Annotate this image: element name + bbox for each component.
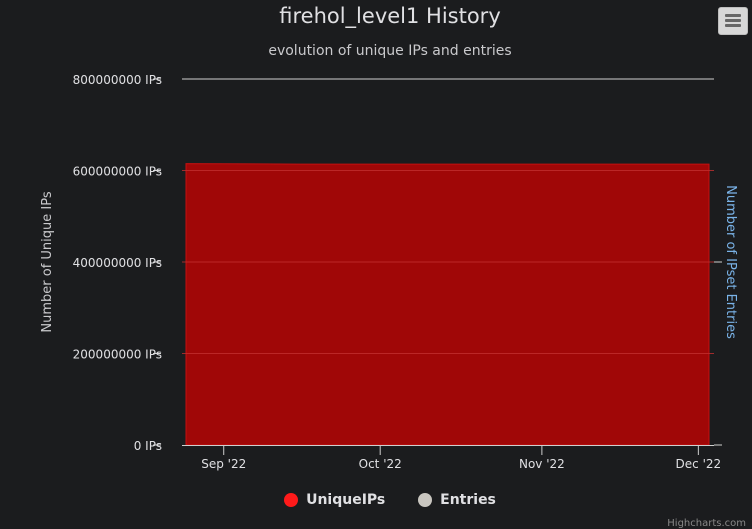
x-tick-label: Dec '22 bbox=[676, 457, 722, 471]
series-area-uniqueips bbox=[185, 163, 710, 446]
chart-subtitle: evolution of unique IPs and entries bbox=[268, 43, 512, 59]
y-tick-label: 200000000 IPs bbox=[73, 348, 162, 362]
x-tick-label: Sep '22 bbox=[201, 457, 246, 471]
legend-item-entries[interactable]: Entries bbox=[418, 492, 496, 508]
legend-item-uniqueips[interactable]: UniqueIPs bbox=[284, 492, 385, 508]
x-tick-label: Oct '22 bbox=[359, 457, 402, 471]
legend-label-uniqueips: UniqueIPs bbox=[306, 492, 386, 508]
y-axis-title-right: Number of IPset Entries bbox=[723, 185, 738, 339]
y-tick-label: 0 IPs bbox=[134, 439, 162, 453]
chart-title: firehol_level1 History bbox=[279, 4, 501, 28]
x-tick-label: Nov '22 bbox=[519, 457, 565, 471]
y-tick-label: 600000000 IPs bbox=[73, 165, 162, 179]
credits-link[interactable]: Highcharts.com bbox=[667, 518, 746, 529]
context-menu-button[interactable] bbox=[718, 7, 748, 35]
menu-icon bbox=[725, 14, 741, 17]
menu-icon-line bbox=[725, 24, 741, 27]
legend-label-entries: Entries bbox=[440, 492, 496, 508]
y-axis-title-left: Number of Unique IPs bbox=[40, 191, 55, 332]
y-tick-label: 800000000 IPs bbox=[73, 73, 162, 87]
legend-marker-entries bbox=[418, 493, 433, 507]
legend: UniqueIPs Entries bbox=[0, 492, 752, 511]
menu-icon-line bbox=[725, 19, 741, 22]
y-tick-label: 400000000 IPs bbox=[73, 256, 162, 270]
legend-marker-uniqueips bbox=[284, 493, 299, 507]
